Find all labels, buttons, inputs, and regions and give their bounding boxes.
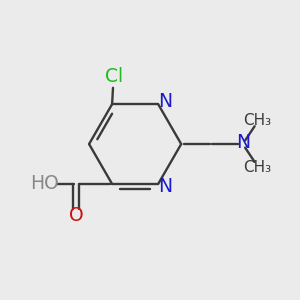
Text: N: N <box>158 177 172 196</box>
Text: N: N <box>158 92 172 111</box>
Text: CH₃: CH₃ <box>244 160 272 175</box>
Text: CH₃: CH₃ <box>244 113 272 128</box>
Text: Cl: Cl <box>105 67 123 86</box>
Text: O: O <box>69 206 84 225</box>
Text: N: N <box>237 133 251 152</box>
Text: HO: HO <box>30 174 59 193</box>
